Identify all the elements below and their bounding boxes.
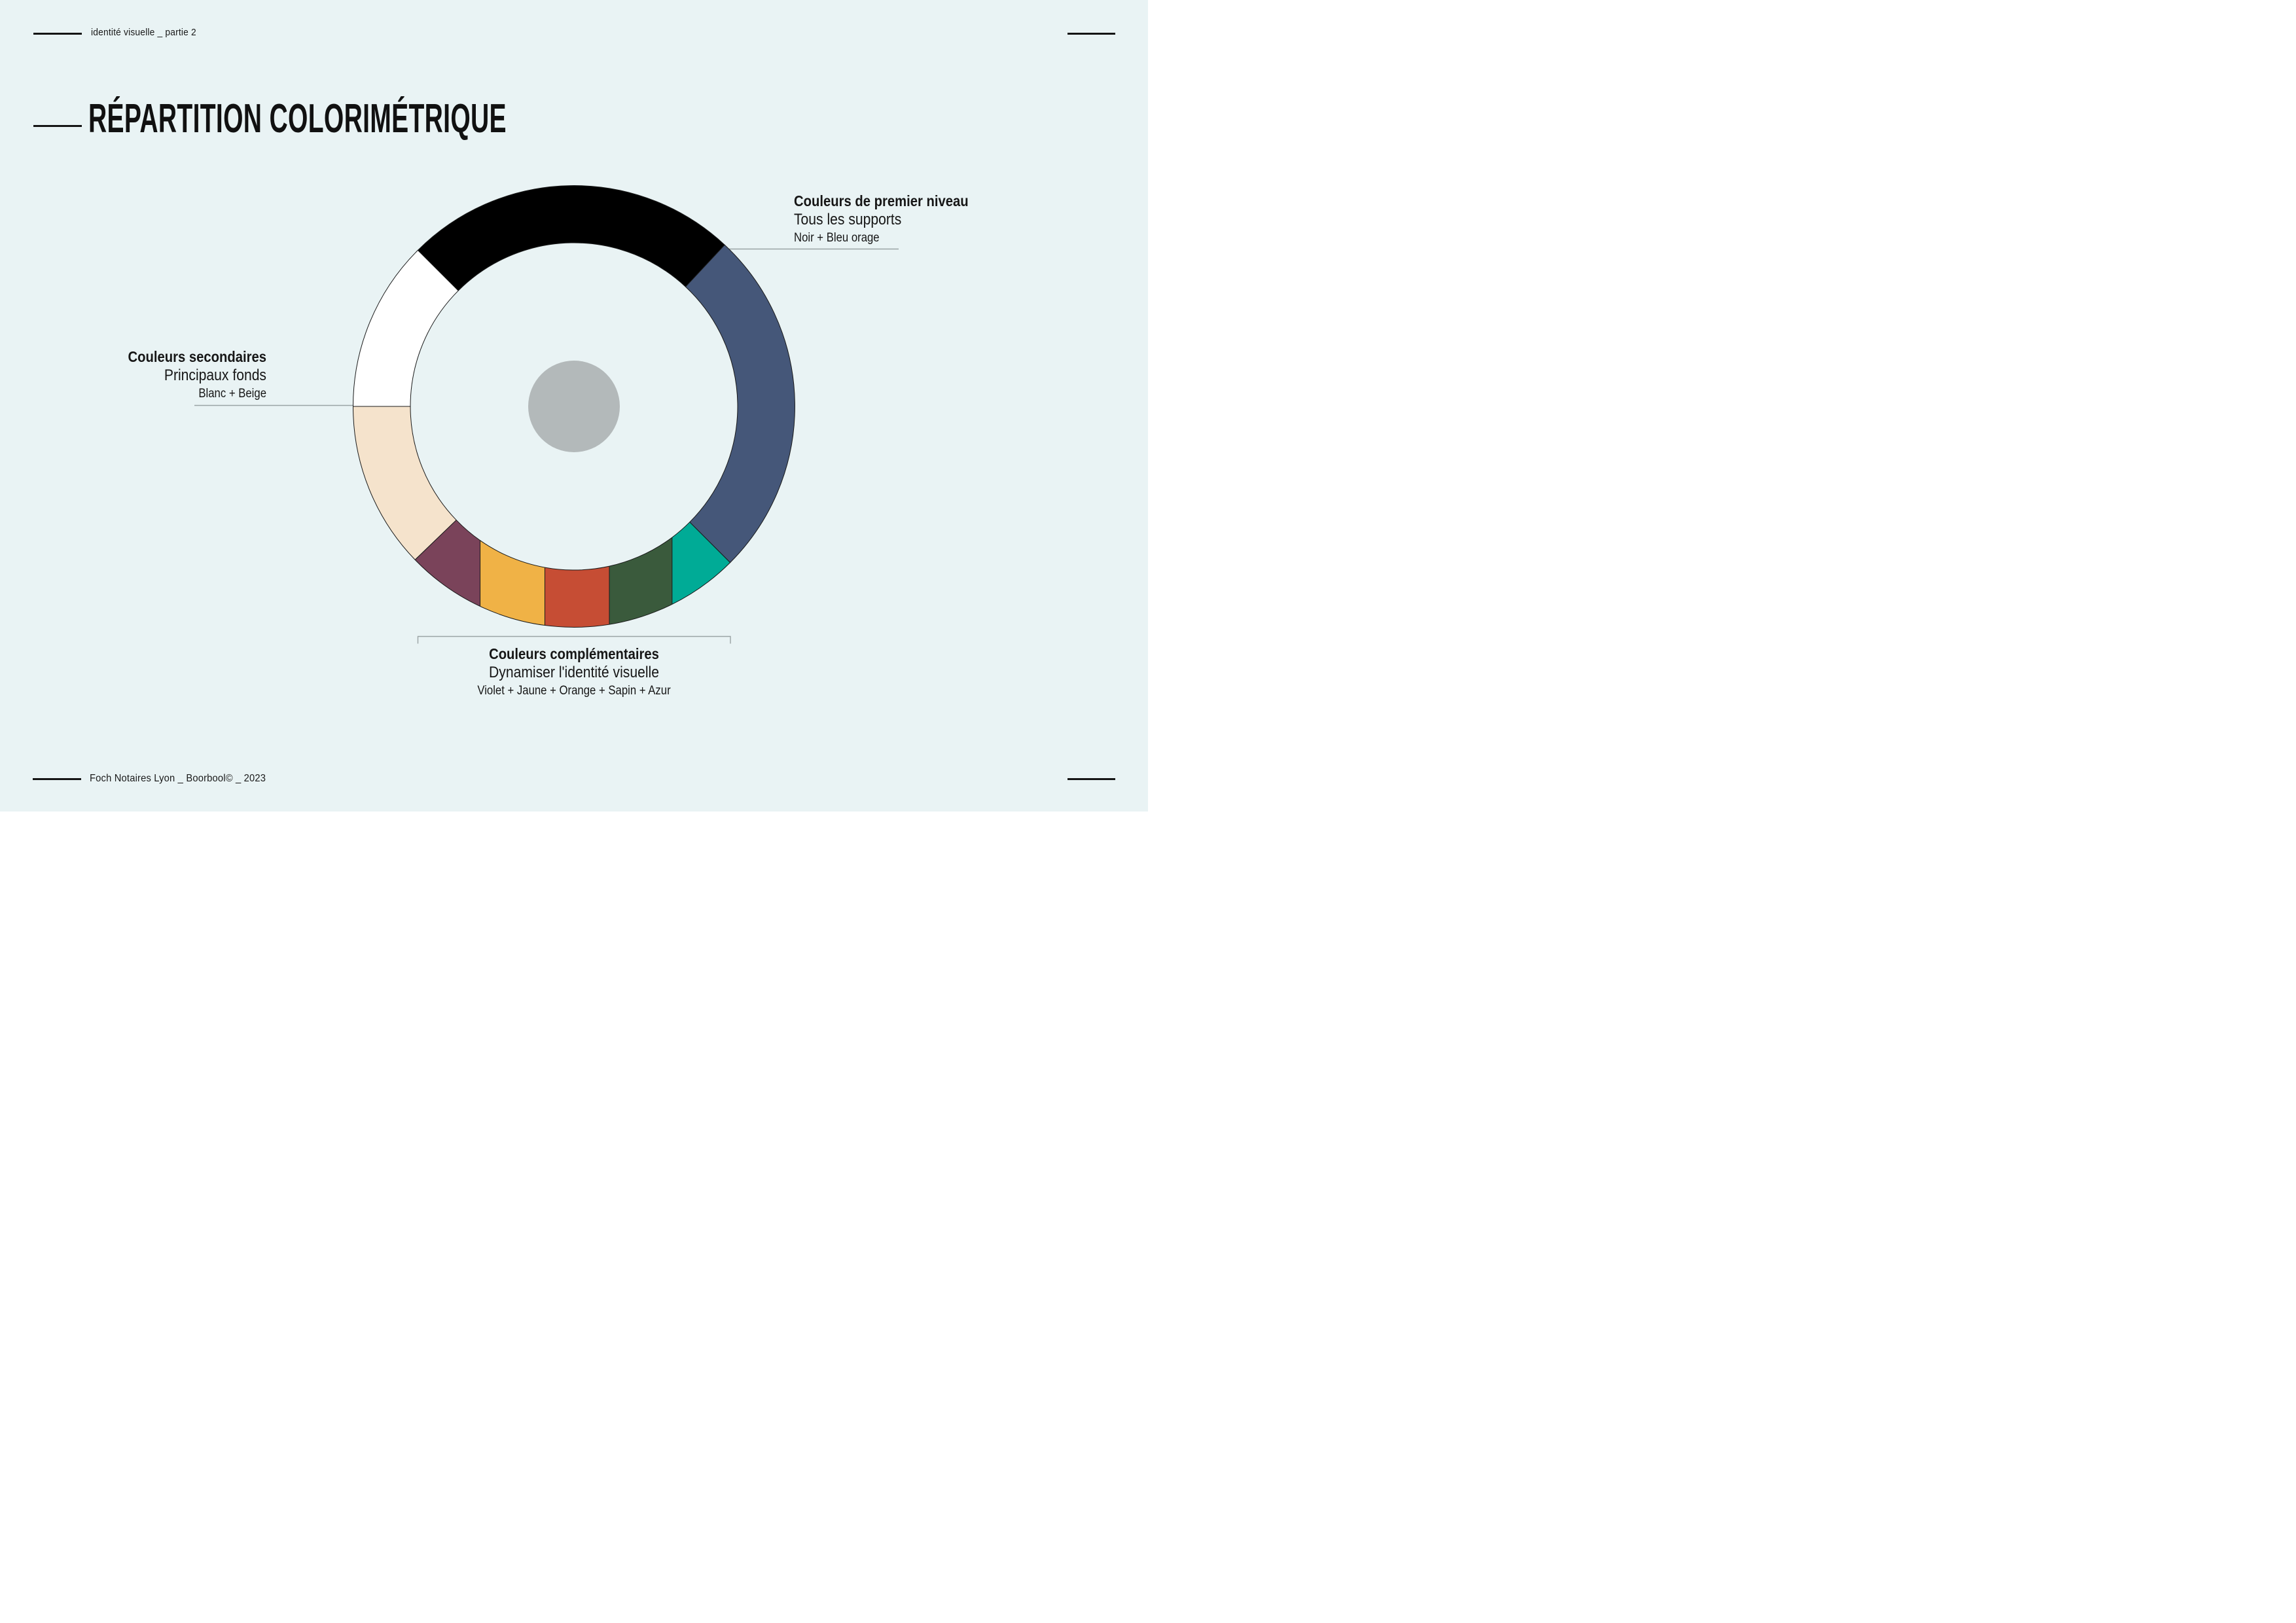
footer-rule-left [33,778,81,780]
header-caption: identité visuelle _ partie 2 [91,27,196,38]
annotation-secondary-title: Couleurs secondaires [128,348,266,365]
title-rule [33,125,82,127]
annotation-lines [194,248,899,644]
annotation-secondary-colors: Couleurs secondaires Principaux fonds Bl… [70,348,266,401]
segment-azur [672,522,731,605]
header-rule-right [1067,33,1115,35]
page: identité visuelle _ partie 2 RÉPARTITION… [0,0,1148,812]
annotation-secondary-usage: Principaux fonds [164,366,266,384]
header-rule-left [33,33,82,35]
annotation-primary-usage: Tous les supports [794,211,902,228]
segment-blanc [352,249,459,407]
footer-caption: Foch Notaires Lyon _ Boorbool© _ 2023 [90,773,266,784]
annotation-complementary-colors: Couleurs complémentaires Dynamiser l'ide… [378,645,770,698]
annotation-complementary-members: Violet + Jaune + Orange + Sapin + Azur [477,684,671,698]
segment-jaune [480,540,545,626]
donut-chart [194,185,899,644]
annotation-secondary-members: Blanc + Beige [198,387,266,401]
complementary-bracket [417,635,731,644]
annotation-primary-members: Noir + Bleu orage [794,231,880,245]
center-dot [528,361,620,452]
annotation-complementary-usage: Dynamiser l'identité visuelle [489,664,659,681]
annotation-primary-colors: Couleurs de premier niveau Tous les supp… [794,192,1075,245]
annotation-primary-title: Couleurs de premier niveau [794,192,969,209]
segment-bleu-orage [685,244,795,563]
page-title: RÉPARTITION COLORIMÉTRIQUE [88,96,507,141]
footer-rule-right [1067,778,1115,780]
segment-sapin [609,537,672,625]
segment-noir [417,185,725,291]
segment-orange [545,565,610,628]
annotation-complementary-title: Couleurs complémentaires [489,645,659,662]
segment-violet [414,519,480,607]
